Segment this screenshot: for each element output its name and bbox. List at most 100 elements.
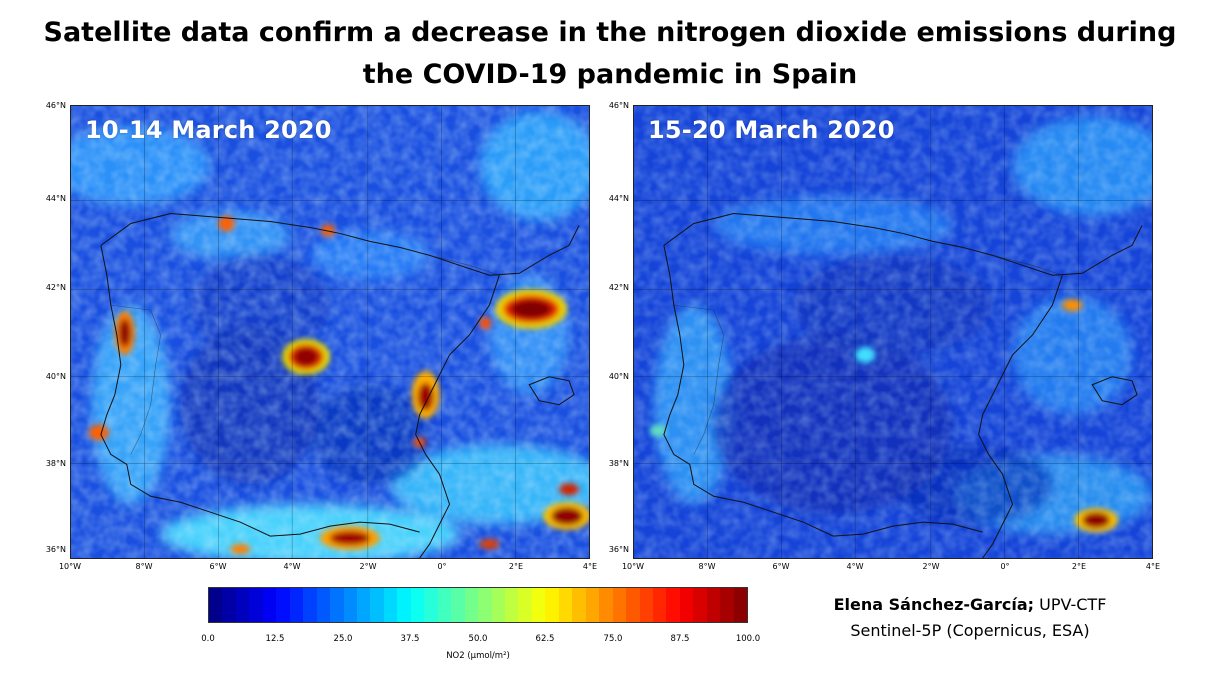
coastline [100,213,580,558]
colorbar-segment [262,588,277,622]
lat-tick-right: 46°N [608,101,629,110]
coastline [663,213,1143,558]
colorbar-segment [666,588,680,622]
colorbar-segment [693,588,707,622]
colorbar-segment [491,588,505,622]
colorbar-segment [370,588,384,622]
colorbar-segment [343,588,357,622]
credit-line-author: Elena Sánchez-García; UPV-CTF [790,592,1150,618]
colorbar-tick: 87.5 [670,634,690,644]
lat-tick-left: 46°N [45,101,66,110]
colorbar-segment [356,588,371,622]
no2-map-after [634,106,1152,558]
colorbar-segment [652,588,667,622]
lat-tick-left: 40°N [45,372,66,381]
colorbar-segment [558,588,573,622]
credit-line-source: Sentinel-5P (Copernicus, ESA) [850,621,1090,640]
lon-tick-right: 8°W [698,562,716,571]
lon-tick-right: 2°W [922,562,940,571]
colorbar-segment [531,588,546,622]
colorbar-segment [424,588,438,622]
colorbar-segment [545,588,559,622]
colorbar-segment [209,588,223,622]
colorbar-segment [706,588,721,622]
lon-tick-left: 10°W [58,562,82,571]
colorbar-segment [464,588,479,622]
lat-tick-right: 38°N [608,459,629,468]
colorbar-segment [626,588,640,622]
colorbar-segment [235,588,250,622]
lon-tick-left: 2°W [359,562,377,571]
lon-tick-left: 6°W [209,562,227,571]
colorbar-segment [451,588,465,622]
lon-tick-left: 4°W [283,562,301,571]
colorbar-segment [276,588,290,622]
lon-tick-left: 8°W [135,562,153,571]
colorbar-segment [720,588,734,622]
lon-tick-left: 4°E [582,562,598,571]
colorbar-segment [222,588,236,622]
texture-noise [634,106,1152,558]
lat-tick-right: 40°N [608,372,629,381]
colorbar-segment [504,588,519,622]
colorbar-segment [289,588,304,622]
figure-title: Satellite data confirm a decrease in the… [40,12,1180,96]
colorbar-tick: 100.0 [735,634,761,644]
lon-tick-left: 2°E [508,562,524,571]
lon-tick-right: 4°W [846,562,864,571]
borders [110,247,500,455]
colorbar-segment [478,588,492,622]
lon-tick-right: 2°E [1071,562,1087,571]
author-name: Elena Sánchez-García; [833,595,1035,614]
graticule [71,106,589,558]
colorbar-segment [410,588,425,622]
lat-tick-right: 44°N [608,194,629,203]
colorbar-segment [639,588,653,622]
colorbar-segment [249,588,263,622]
colorbar-segment [572,588,586,622]
colorbar-segment [397,588,411,622]
title-line-1: Satellite data confirm a decrease in the… [43,17,1177,48]
graticule [634,106,1152,558]
colorbar-segment [679,588,694,622]
colorbar-tick: 25.0 [333,634,353,644]
borders [673,247,1063,455]
no2-map-before [71,106,589,558]
no2-hotspots [649,299,1119,533]
colorbar-tick: 0.0 [201,634,215,644]
map-panel-after: 15-20 March 2020 [633,105,1153,559]
panel-date-label: 10-14 March 2020 [85,116,332,144]
colorbar-tick: 50.0 [468,634,488,644]
credits: Elena Sánchez-García; UPV-CTF Sentinel-5… [790,592,1150,644]
colorbar-tick: 37.5 [400,634,420,644]
colorbar-segment [585,588,600,622]
author-affiliation: UPV-CTF [1034,595,1107,614]
colorbar-segment [599,588,613,622]
colorbar-tick: 62.5 [535,634,555,644]
lat-tick-left: 44°N [45,194,66,203]
title-line-2: the COVID-19 pandemic in Spain [362,59,858,90]
no2-hotspots [88,215,589,555]
colorbar-segment [612,588,627,622]
lat-tick-right: 36°N [608,545,629,554]
lat-tick-right: 42°N [608,283,629,292]
colorbar-segment [316,588,331,622]
texture-noise [71,106,589,558]
colorbar-segment [437,588,452,622]
colorbar-tick: 12.5 [265,634,285,644]
colorbar-segment [330,588,344,622]
map-panel-before: 10-14 March 2020 [70,105,590,559]
lon-tick-right: 4°E [1145,562,1161,571]
colorbar-segment [733,588,748,622]
lon-tick-right: 10°W [621,562,645,571]
lon-tick-right: 6°W [772,562,790,571]
colorbar-segment [518,588,532,622]
lat-tick-left: 38°N [45,459,66,468]
colorbar-segment [303,588,317,622]
lat-tick-left: 36°N [45,545,66,554]
lon-tick-left: 0° [437,562,447,571]
colorbar [208,587,748,623]
colorbar-segment [383,588,398,622]
colorbar-tick: 75.0 [603,634,623,644]
panel-date-label: 15-20 March 2020 [648,116,895,144]
